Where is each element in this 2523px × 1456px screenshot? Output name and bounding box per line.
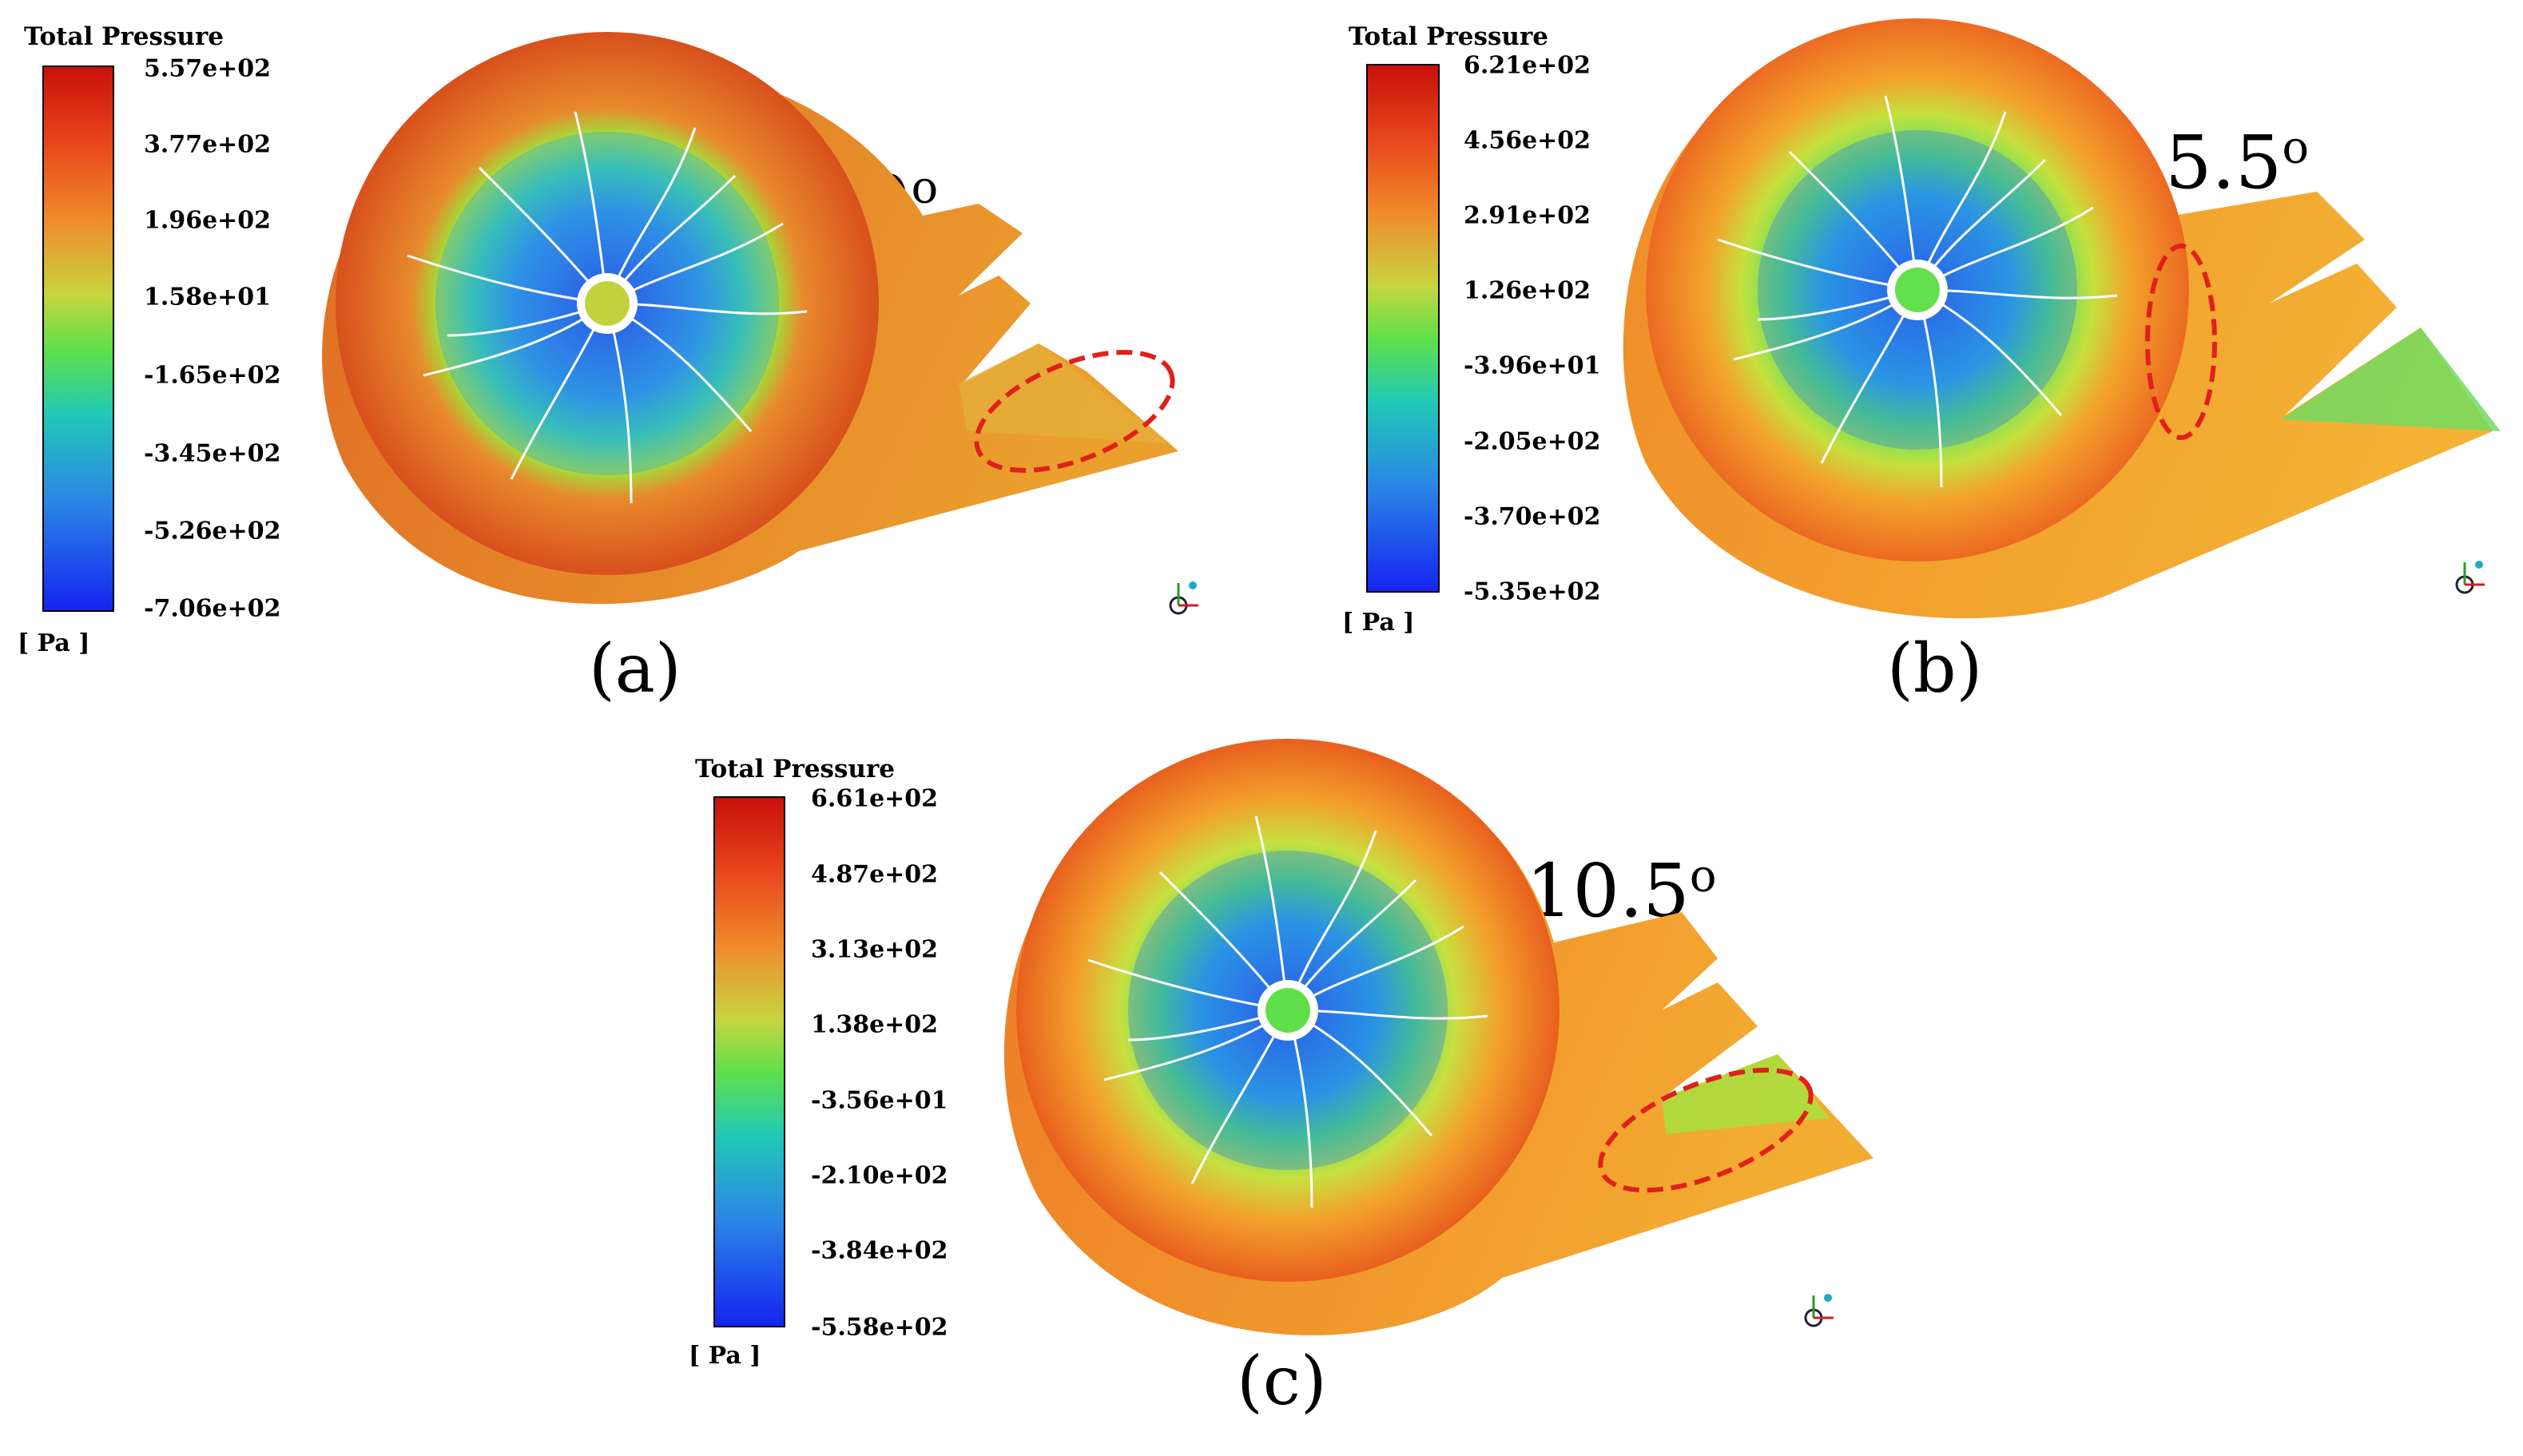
axis-triad-b <box>2455 561 2485 594</box>
tick-label: 3.13e+02 <box>811 935 939 964</box>
colorbar-a <box>42 65 114 612</box>
tick-label: 1.26e+02 <box>1464 276 1591 305</box>
panel-label-a: (a) <box>589 629 681 708</box>
axis-triad-a <box>1169 581 1198 615</box>
tick-label: -3.84e+02 <box>811 1236 948 1265</box>
highlight-ellipse-b <box>2145 244 2217 440</box>
tick-label: 1.38e+02 <box>811 1010 939 1039</box>
unit-label-b: [ Pa ] <box>1342 609 1415 637</box>
tick-label: 3.77e+02 <box>144 130 272 159</box>
highlight-ellipse-c <box>1598 1067 1814 1193</box>
panel-label-b: (b) <box>1887 629 1983 708</box>
colorbar-b <box>1366 64 1440 593</box>
tick-label: -3.45e+02 <box>144 439 281 468</box>
tick-label: 4.56e+02 <box>1464 126 1591 155</box>
tick-label: -5.35e+02 <box>1464 577 1601 606</box>
angle-label-b: 5.5o <box>2165 120 2310 205</box>
volute-a <box>322 32 1179 605</box>
tick-label: 5.57e+02 <box>144 54 272 83</box>
legend-title-b: Total Pressure <box>1349 22 1549 51</box>
unit-label-c: [ Pa ] <box>689 1342 761 1370</box>
tick-label: -3.96e+01 <box>1464 351 1601 380</box>
tick-label: 2.91e+02 <box>1464 201 1591 230</box>
tick-label: -2.05e+02 <box>1464 427 1601 456</box>
tick-label: 6.61e+02 <box>811 784 939 813</box>
tick-label: -1.65e+02 <box>144 361 281 390</box>
colorbar-c <box>713 796 785 1327</box>
tick-label: 1.58e+01 <box>144 283 272 311</box>
axis-triad-c <box>1804 1294 1834 1327</box>
tick-label: 4.87e+02 <box>811 860 939 889</box>
highlight-ellipse-a <box>974 350 1175 473</box>
panel-label-c: (c) <box>1237 1342 1327 1420</box>
tick-label: -3.56e+01 <box>811 1086 948 1115</box>
volute-b <box>1623 18 2501 619</box>
tick-label: -2.10e+02 <box>811 1161 948 1190</box>
legend-title-c: Total Pressure <box>695 755 896 784</box>
volute-c <box>1003 739 1873 1335</box>
tick-label: 6.21e+02 <box>1464 51 1591 80</box>
tick-label: -5.58e+02 <box>811 1313 948 1342</box>
tick-label: -7.06e+02 <box>144 594 281 623</box>
legend-title-a: Total Pressure <box>24 22 224 51</box>
tick-label: -5.26e+02 <box>144 517 281 546</box>
tick-label: -3.70e+02 <box>1464 502 1601 531</box>
unit-label-a: [ Pa ] <box>18 629 90 657</box>
tick-label: 1.96e+02 <box>144 206 272 235</box>
